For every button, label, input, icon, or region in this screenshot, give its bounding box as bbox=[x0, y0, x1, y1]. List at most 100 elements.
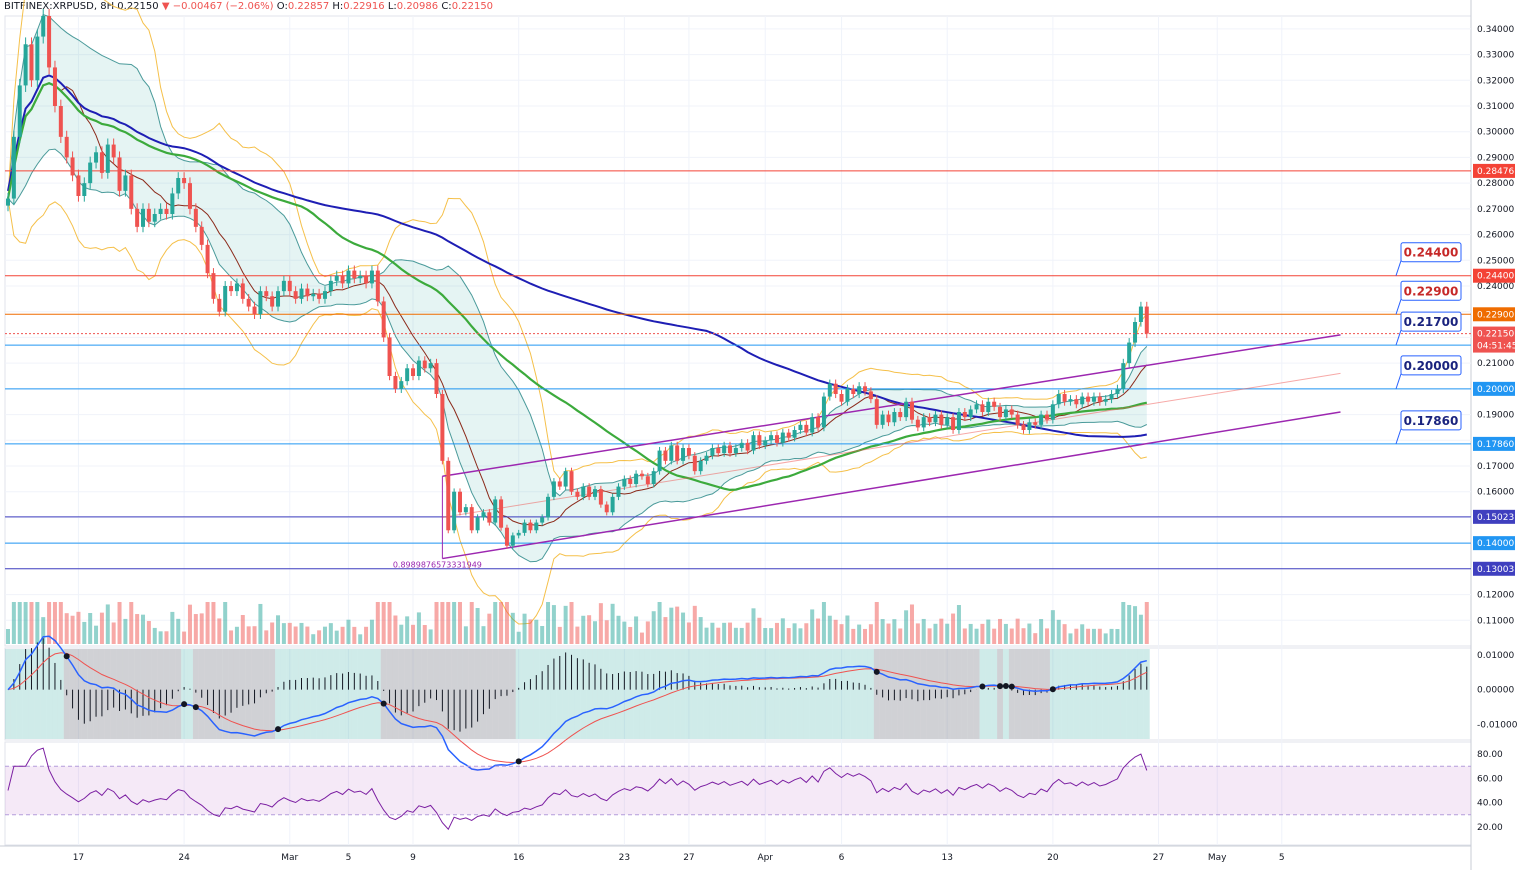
volume-bar bbox=[563, 605, 568, 644]
volume-bar bbox=[364, 626, 369, 644]
candle-body bbox=[1062, 394, 1067, 402]
candle-body bbox=[1097, 396, 1102, 402]
candle-body bbox=[874, 399, 879, 425]
candle-body bbox=[193, 208, 198, 227]
candle-body bbox=[616, 486, 621, 497]
volume-bar bbox=[528, 619, 533, 644]
candle-body bbox=[393, 376, 398, 389]
macd-cross-dot bbox=[873, 668, 880, 675]
candle-body bbox=[17, 85, 22, 137]
candle-body bbox=[105, 144, 110, 173]
candle-body bbox=[927, 417, 932, 423]
macd-zone bbox=[181, 649, 188, 739]
macd-cross-dot bbox=[380, 700, 387, 707]
volume-bar bbox=[669, 607, 674, 644]
volume-bar bbox=[733, 627, 738, 644]
macd-zone bbox=[615, 649, 622, 739]
level-tag-0.20000 bbox=[1473, 381, 1515, 396]
volume-bar bbox=[992, 628, 997, 644]
volume-bar bbox=[1144, 602, 1149, 644]
candle-body bbox=[886, 414, 891, 423]
symbol-name[interactable]: BITFINEX:XRPUSD bbox=[4, 1, 94, 12]
macd-zone bbox=[1008, 649, 1015, 739]
candle-body bbox=[211, 273, 216, 299]
macd-zone bbox=[545, 649, 551, 739]
volume-bar bbox=[675, 606, 680, 644]
macd-zone bbox=[580, 649, 587, 739]
volume-bar bbox=[94, 625, 99, 644]
volume-bar bbox=[880, 619, 885, 644]
candle-body bbox=[581, 486, 586, 497]
open-label: O: bbox=[276, 1, 288, 12]
volume-bar bbox=[23, 602, 28, 644]
time-tick-label: 27 bbox=[1153, 853, 1164, 863]
level-tag-text: 0.20000 bbox=[1477, 385, 1514, 395]
volume-bar bbox=[99, 612, 104, 644]
candle-body bbox=[76, 175, 81, 196]
macd-zone bbox=[1102, 649, 1109, 739]
volume-bar bbox=[927, 628, 932, 644]
volume-bar bbox=[786, 628, 791, 644]
bollinger-lower bbox=[7, 198, 1147, 625]
volume-bar bbox=[328, 623, 333, 644]
macd-zone bbox=[263, 649, 270, 739]
candle-body bbox=[816, 417, 821, 428]
macd-cross-dot bbox=[192, 704, 199, 711]
macd-zone bbox=[867, 649, 874, 739]
candle-body bbox=[757, 435, 762, 446]
volume-bar bbox=[1027, 623, 1032, 644]
candle-body bbox=[698, 460, 703, 472]
macd-zone bbox=[826, 649, 833, 739]
volume-bar bbox=[534, 619, 539, 644]
macd-zone bbox=[568, 649, 575, 739]
macd-zone bbox=[1132, 649, 1138, 739]
volume-bar bbox=[352, 626, 357, 644]
candle-body bbox=[475, 517, 480, 531]
time-tick-label: 27 bbox=[683, 853, 694, 863]
volume-bar bbox=[457, 602, 462, 644]
macd-zone bbox=[1014, 649, 1021, 739]
level-tag-0.28476 bbox=[1473, 163, 1515, 178]
volume-bar bbox=[622, 621, 627, 644]
time-tick-label: Apr bbox=[757, 853, 773, 863]
volume-bar bbox=[64, 613, 69, 644]
candle-body bbox=[182, 178, 187, 184]
volume-bar bbox=[1009, 628, 1014, 644]
macd-zone bbox=[1055, 649, 1062, 739]
macd-zone bbox=[809, 649, 816, 739]
candle-body bbox=[810, 417, 815, 433]
price-tick-label: 0.26000 bbox=[1477, 231, 1514, 241]
price-tick-label: 0.16000 bbox=[1477, 488, 1514, 498]
volume-bar bbox=[446, 602, 451, 644]
macd-cross-dot bbox=[63, 653, 70, 660]
candle-body bbox=[223, 286, 228, 312]
last-price: 0.22150 bbox=[117, 1, 159, 12]
volume-bar bbox=[135, 614, 140, 644]
macd-zone bbox=[779, 649, 786, 739]
candle-body bbox=[769, 435, 774, 441]
candle-body bbox=[328, 280, 333, 292]
macd-zone bbox=[715, 649, 722, 739]
macd-zone bbox=[985, 649, 992, 739]
volume-bar bbox=[898, 628, 903, 644]
interval[interactable]: 8H bbox=[100, 1, 115, 12]
macd-tick-label: -0.01000 bbox=[1477, 720, 1518, 730]
macd-zone bbox=[650, 649, 657, 739]
macd-zone bbox=[709, 649, 716, 739]
candle-body bbox=[452, 491, 457, 531]
volume-bar bbox=[739, 627, 744, 644]
volume-bar bbox=[105, 604, 110, 644]
candle-body bbox=[381, 301, 386, 338]
volume-bar bbox=[639, 632, 644, 644]
candle-body bbox=[833, 383, 838, 394]
macd-cross-dot bbox=[275, 726, 282, 733]
candle-body bbox=[152, 214, 157, 222]
macd-zone bbox=[10, 649, 17, 739]
volume-bar bbox=[569, 602, 574, 644]
macd-zone bbox=[803, 649, 810, 739]
volume-bar bbox=[187, 604, 192, 644]
candle-body bbox=[164, 208, 169, 214]
price-tick-label: 0.11000 bbox=[1477, 616, 1514, 626]
candle-body bbox=[610, 496, 615, 513]
